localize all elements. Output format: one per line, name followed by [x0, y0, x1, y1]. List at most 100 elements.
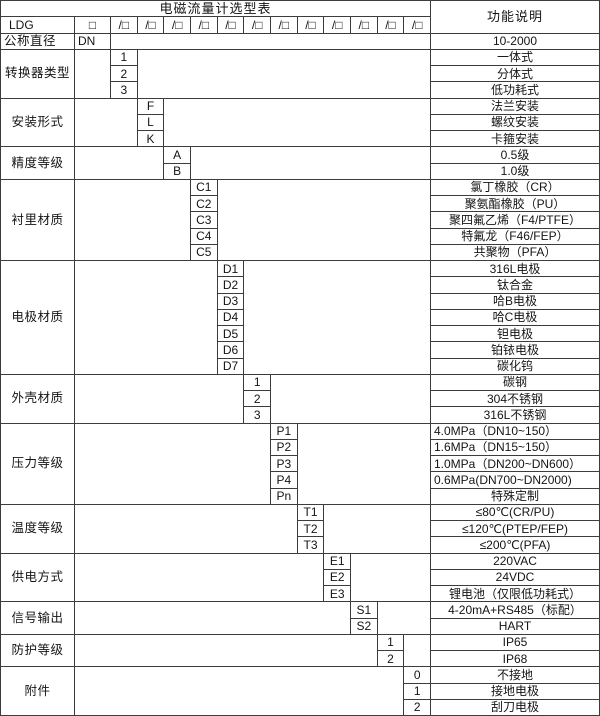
option-code-cell: 1 — [244, 374, 271, 391]
group-label: 供电方式 — [1, 553, 75, 603]
option-desc: 220VAC — [430, 553, 600, 570]
option-desc: 共聚物（PFA） — [430, 244, 600, 261]
option-code-cell: C4 — [190, 228, 218, 245]
model-segment-cell: /□ — [111, 17, 138, 34]
option-desc: 碳化钨 — [430, 358, 600, 375]
empty-region — [75, 374, 245, 424]
option-code-cell: 3 — [244, 407, 271, 424]
group-label: 附件 — [1, 667, 75, 716]
option-desc: 分体式 — [430, 66, 600, 83]
option-desc: 一体式 — [430, 49, 600, 66]
empty-region — [75, 179, 191, 261]
empty-region — [270, 374, 431, 424]
group-label: 转换器类型 — [1, 49, 75, 99]
option-desc: 特氟龙（F46/FEP） — [430, 228, 600, 245]
model-segment-cell: /□ — [137, 17, 165, 34]
group-label: 安装形式 — [1, 98, 75, 148]
option-code-cell: F — [137, 98, 165, 115]
empty-region — [404, 634, 431, 668]
option-code-cell: E1 — [324, 553, 351, 570]
option-code-cell: S2 — [350, 618, 378, 635]
option-desc: 法兰安装 — [430, 98, 600, 115]
empty-region — [164, 98, 431, 148]
option-code-cell: D4 — [217, 309, 245, 326]
empty-region — [75, 147, 165, 180]
empty-region — [190, 147, 431, 180]
option-desc: 哈C电极 — [430, 309, 600, 326]
option-code-cell: P1 — [270, 423, 298, 440]
option-desc: 特殊定制 — [430, 488, 600, 505]
option-desc: 聚氨酯橡胶（PU） — [430, 196, 600, 213]
option-desc: 0.6MPa(DN700~DN2000) — [430, 472, 600, 489]
option-code-cell: 2 — [244, 391, 271, 408]
option-code-cell: T3 — [297, 537, 325, 554]
option-code-cell: 1 — [377, 634, 405, 651]
option-desc: 316L不锈钢 — [430, 407, 600, 424]
empty-region — [75, 423, 271, 505]
option-desc: 卡箍安装 — [430, 131, 600, 148]
empty-region — [75, 504, 298, 554]
option-code-cell: D5 — [217, 326, 245, 343]
option-desc: ≤200℃(PFA) — [430, 537, 600, 554]
option-desc: IP68 — [430, 651, 600, 668]
diameter-code-cell: DN — [75, 33, 111, 50]
model-segment-cell: /□ — [404, 17, 431, 34]
option-code-cell: 3 — [111, 82, 138, 99]
empty-region — [75, 49, 111, 99]
diameter-label: 公称直径 — [1, 33, 75, 50]
option-code-cell: 0 — [404, 667, 431, 684]
model-segment-cell: /□ — [190, 17, 218, 34]
option-desc: 锂电池（仅限低功耗式） — [430, 586, 600, 603]
option-desc: 铂铱电极 — [430, 342, 600, 359]
model-segment-cell: /□ — [164, 17, 191, 34]
group-label: 外壳材质 — [1, 374, 75, 424]
option-code-cell: T2 — [297, 521, 325, 538]
model-segment-cell: /□ — [297, 17, 325, 34]
option-desc: 碳钢 — [430, 374, 600, 391]
empty-region — [244, 261, 431, 375]
option-desc: IP65 — [430, 634, 600, 651]
model-segment-cell: /□ — [244, 17, 271, 34]
empty-region — [75, 261, 218, 375]
option-code-cell: P4 — [270, 472, 298, 489]
option-code-cell: T1 — [297, 504, 325, 521]
group-label: 电极材质 — [1, 261, 75, 375]
option-desc: 氯丁橡胶（CR） — [430, 179, 600, 196]
option-code-cell: E3 — [324, 586, 351, 603]
option-desc: 刮刀电极 — [430, 699, 600, 716]
option-code-cell: 2 — [111, 66, 138, 83]
option-code-cell: Pn — [270, 488, 298, 505]
option-desc: 钽电极 — [430, 326, 600, 343]
option-desc: ≤120℃(PTEP/FEP) — [430, 521, 600, 538]
empty-region — [324, 504, 431, 554]
option-code-cell: C3 — [190, 212, 218, 229]
option-code-cell: 2 — [377, 651, 405, 668]
group-label: 衬里材质 — [1, 179, 75, 261]
option-code-cell: C5 — [190, 244, 218, 261]
option-desc: 不接地 — [430, 667, 600, 684]
empty-region — [350, 553, 431, 603]
option-desc: 螺纹安装 — [430, 114, 600, 131]
table-title: 电磁流量计选型表 — [1, 1, 431, 18]
option-desc: HART — [430, 618, 600, 635]
empty-region — [75, 553, 325, 603]
model-segment-cell: /□ — [217, 17, 245, 34]
model-segment-cell: /□ — [324, 17, 351, 34]
option-code-cell: D1 — [217, 261, 245, 278]
model-segment-cell: /□ — [350, 17, 378, 34]
diameter-desc: 10-2000 — [430, 33, 600, 50]
option-desc: ≤80℃(CR/PU) — [430, 504, 600, 521]
empty-region — [297, 423, 431, 505]
option-code-cell: 1 — [404, 683, 431, 700]
empty-region — [75, 634, 378, 668]
option-desc: 316L电极 — [430, 261, 600, 278]
option-desc: 接地电极 — [430, 683, 600, 700]
model-segment-cell: /□ — [270, 17, 298, 34]
option-desc: 1.0MPa（DN200~DN600） — [430, 456, 600, 473]
empty-region — [75, 98, 138, 148]
option-code-cell: L — [137, 114, 165, 131]
group-label: 精度等级 — [1, 147, 75, 180]
empty-region — [377, 602, 431, 635]
